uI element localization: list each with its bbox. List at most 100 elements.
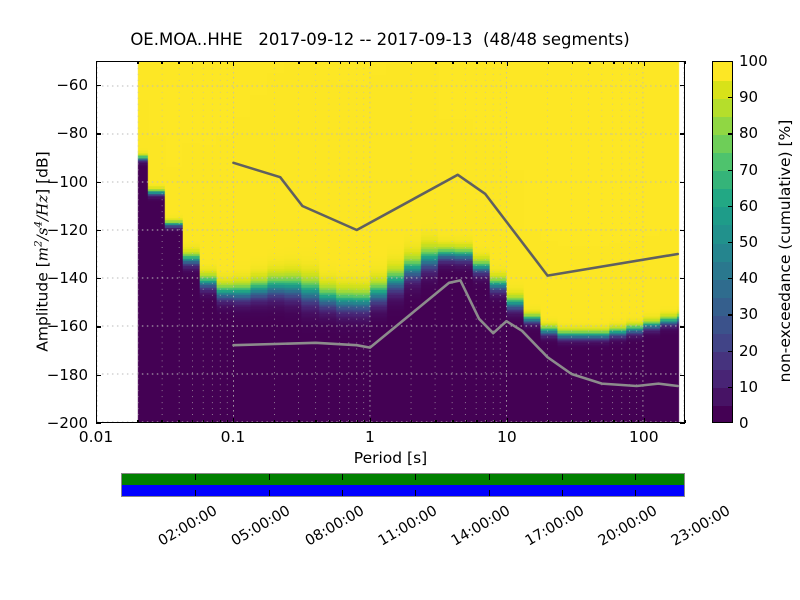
colorbar-band (713, 387, 732, 407)
x-minor-tick-mark (315, 61, 317, 64)
x-minor-tick-mark (613, 61, 615, 64)
x-tick-mark (232, 61, 235, 66)
reference-noise-model-lines (232, 161, 680, 388)
x-minor-tick-mark (298, 61, 300, 64)
x-tick-label: 100 (628, 428, 659, 446)
colorbar-band (713, 116, 732, 135)
x-tick-mark (506, 61, 509, 66)
y-tick-mark (680, 229, 685, 232)
x-tick-mark (96, 418, 98, 423)
y-tick-mark (96, 229, 101, 232)
y-tick-mark (96, 181, 101, 183)
x-minor-tick-mark (602, 61, 604, 64)
x-minor-tick-mark (339, 420, 341, 423)
x-minor-tick-mark (500, 61, 502, 64)
x-minor-tick-mark (315, 420, 317, 423)
coverage-band-blue (122, 485, 684, 496)
y-axis-label-math: m2/s4/Hz (32, 194, 52, 262)
x-tick-label: 1 (364, 428, 375, 446)
colorbar-tick-mark (728, 169, 733, 171)
x-minor-tick-mark (589, 420, 591, 423)
x-minor-tick-mark (411, 61, 413, 64)
coverage-tick-mark (268, 474, 270, 480)
x-minor-tick-mark (161, 61, 163, 64)
x-minor-tick-mark (191, 61, 194, 64)
y-tick-mark (680, 374, 685, 377)
y-tick-mark (680, 423, 685, 425)
x-minor-tick-mark (328, 61, 330, 64)
x-minor-tick-mark (613, 420, 615, 423)
y-tick-label: −200 (46, 414, 88, 432)
x-tick-label: 0.01 (78, 428, 114, 446)
y-tick-label: −120 (46, 220, 88, 239)
x-minor-tick-mark (219, 420, 221, 423)
x-minor-tick-mark (622, 420, 624, 423)
x-minor-tick-mark (452, 420, 454, 423)
colorbar-band (713, 369, 732, 389)
y-tick-label: −80 (56, 124, 88, 143)
colorbar-tick-mark (728, 386, 733, 388)
x-minor-tick-mark (685, 420, 687, 423)
y-tick-label: −140 (46, 269, 88, 288)
colorbar-label: non-exceedance (cumulative) [%] (776, 119, 794, 383)
x-minor-tick-mark (465, 61, 467, 64)
x-minor-tick-mark (622, 61, 624, 64)
x-minor-tick-mark (493, 420, 495, 423)
colorbar-band (713, 152, 732, 172)
coverage-tick-mark (561, 490, 563, 496)
y-tick-mark (96, 278, 101, 280)
x-minor-tick-mark (202, 420, 204, 423)
x-minor-tick-mark (219, 61, 221, 64)
x-minor-tick-mark (493, 61, 495, 64)
colorbar-band (713, 62, 732, 81)
x-minor-tick-mark (348, 420, 350, 423)
y-tick-mark (96, 133, 101, 135)
time-tick-label: 11:00:00 (375, 503, 441, 550)
colorbar-band (713, 279, 732, 298)
colorbar-band (713, 297, 732, 316)
colorbar-tick-mark (728, 242, 733, 244)
x-axis-label: Period [s] (353, 449, 428, 467)
x-minor-tick-mark (328, 420, 330, 423)
x-minor-tick-mark (191, 420, 194, 423)
coverage-tick-mark (561, 474, 563, 480)
y-axis-label-suffix: ] [dB] (33, 151, 52, 195)
colorbar-tick-label: 60 (739, 196, 759, 215)
ppsd-plot-area[interactable] (96, 61, 685, 423)
x-minor-tick-mark (602, 420, 604, 423)
time-tick-label: 17:00:00 (522, 503, 587, 550)
coverage-tick-mark (635, 490, 637, 496)
y-tick-label: −60 (56, 76, 88, 95)
colorbar-band (713, 80, 732, 99)
colorbar-tick-label: 90 (739, 88, 759, 107)
coverage-tick-mark (341, 474, 344, 480)
x-minor-tick-mark (465, 420, 467, 423)
x-minor-tick-mark (274, 420, 276, 423)
coverage-tick-mark (268, 490, 270, 496)
coverage-tick-mark (635, 474, 637, 480)
x-tick-mark (506, 418, 509, 423)
x-minor-tick-mark (572, 61, 574, 64)
x-minor-tick-mark (356, 61, 358, 64)
colorbar-tick-label: 70 (739, 160, 759, 179)
y-tick-mark (96, 85, 101, 87)
y-tick-mark (680, 326, 685, 328)
time-tick-label: 05:00:00 (229, 503, 294, 550)
data-coverage-bar[interactable] (121, 473, 685, 497)
time-tick-label: 02:00:00 (155, 503, 221, 550)
x-minor-tick-mark (137, 420, 139, 423)
colorbar-tick-label: 40 (739, 269, 759, 288)
x-minor-tick-mark (435, 61, 437, 64)
colorbar-band (713, 188, 732, 208)
y-tick-mark (96, 374, 101, 377)
x-tick-mark (643, 61, 646, 66)
x-minor-tick-mark (226, 61, 228, 64)
coverage-tick-mark (195, 474, 197, 480)
x-minor-tick-mark (202, 61, 204, 64)
x-minor-tick-mark (630, 420, 632, 423)
colorbar-tick-label: 100 (739, 52, 768, 70)
colorbar-tick-mark (728, 278, 733, 280)
x-minor-tick-mark (274, 61, 276, 64)
y-tick-mark (680, 278, 685, 280)
